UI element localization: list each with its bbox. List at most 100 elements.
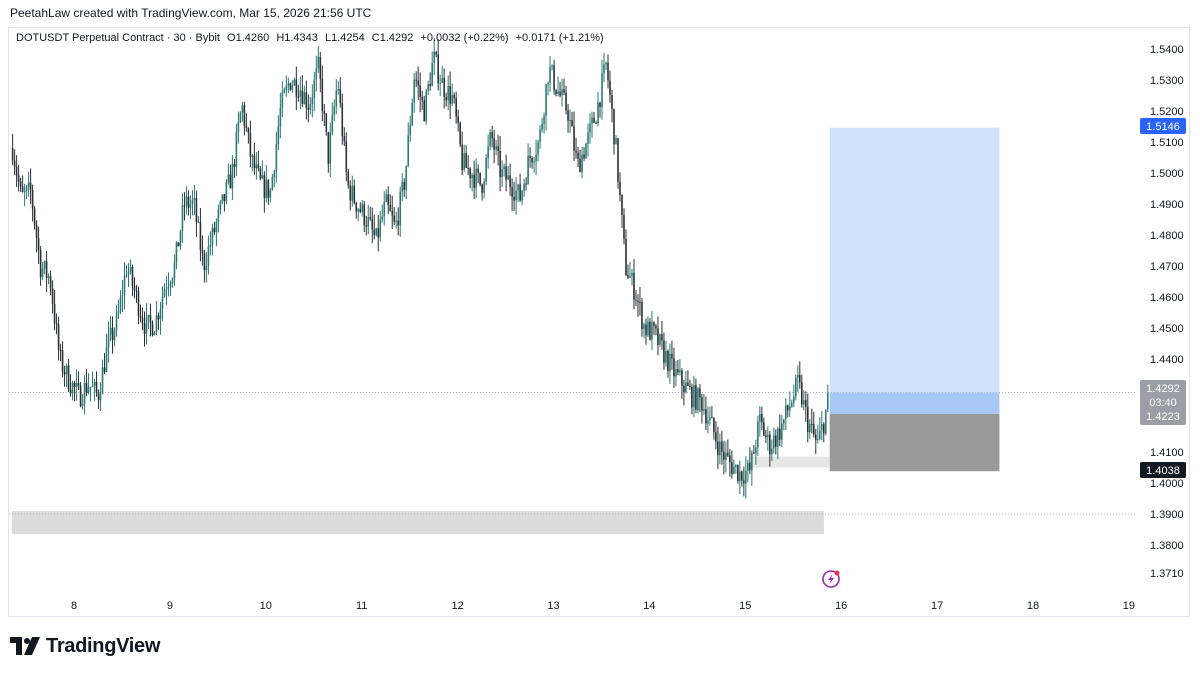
candle-body bbox=[559, 91, 561, 96]
candle-body bbox=[651, 322, 653, 340]
candle-body bbox=[267, 179, 270, 198]
candle-body bbox=[699, 388, 701, 398]
candle-body bbox=[173, 262, 176, 279]
candle-body bbox=[605, 62, 607, 65]
candle-body bbox=[365, 225, 368, 227]
candle-body bbox=[808, 423, 811, 433]
candle-body bbox=[337, 89, 340, 91]
candle-body bbox=[341, 103, 344, 137]
chart-frame bbox=[8, 27, 1190, 617]
candle-body bbox=[369, 217, 372, 219]
candle-body bbox=[249, 132, 252, 157]
candle-body bbox=[745, 470, 747, 484]
price-axis-label: 1.5200 bbox=[1150, 106, 1184, 118]
candle-body bbox=[187, 196, 190, 208]
candle-body bbox=[461, 144, 463, 170]
candle-body bbox=[185, 196, 188, 206]
candle-body bbox=[281, 92, 284, 108]
candle-body bbox=[601, 73, 603, 107]
candle-body bbox=[679, 370, 681, 373]
candle-body bbox=[607, 62, 609, 81]
price-axis[interactable]: 1.5400 1.5300 1.5200 1.5100 1.5000 1.4900 1.48… bbox=[1150, 44, 1184, 580]
candle-body bbox=[235, 132, 238, 167]
candle-body bbox=[269, 189, 272, 198]
candle-body bbox=[349, 185, 352, 201]
candle-body bbox=[523, 183, 525, 191]
demand-zone[interactable] bbox=[11, 510, 824, 535]
target-zone[interactable] bbox=[829, 127, 1000, 393]
candle-body bbox=[557, 91, 559, 95]
candle-body bbox=[387, 194, 390, 205]
candle-body bbox=[103, 367, 106, 372]
candle-body bbox=[763, 422, 765, 436]
candle-body bbox=[35, 224, 38, 239]
candle-body bbox=[273, 171, 276, 178]
candle-body bbox=[653, 322, 655, 326]
entry-zone[interactable] bbox=[829, 392, 1000, 414]
candle-body bbox=[313, 79, 316, 98]
candle-body bbox=[287, 83, 290, 86]
price-axis-label: 1.3710 bbox=[1150, 568, 1184, 580]
candle-body bbox=[781, 423, 783, 440]
candle-body bbox=[205, 266, 208, 271]
candle-body bbox=[757, 421, 759, 448]
candle-body bbox=[275, 144, 278, 172]
candle-body bbox=[483, 181, 485, 193]
candle-body bbox=[123, 275, 126, 296]
candle-body bbox=[87, 387, 90, 393]
candle-body bbox=[321, 78, 324, 112]
candle-body bbox=[465, 153, 467, 168]
candle-body bbox=[375, 228, 378, 236]
candle-body bbox=[243, 105, 246, 126]
candle-body bbox=[367, 217, 370, 227]
candle-body bbox=[435, 51, 437, 55]
candle-body bbox=[413, 79, 416, 103]
price-axis-label: 1.3900 bbox=[1150, 509, 1184, 521]
candle-body bbox=[543, 115, 545, 124]
candle-body bbox=[345, 141, 348, 172]
candle-body bbox=[181, 205, 184, 231]
time-axis[interactable]: 8 9 10 11 12 13 14 15 16 17 18 19 bbox=[71, 600, 1135, 612]
candle-body bbox=[229, 174, 232, 189]
candle-body bbox=[703, 409, 705, 411]
candle-body bbox=[319, 56, 322, 79]
candle-body bbox=[820, 424, 823, 430]
candle-body bbox=[13, 160, 16, 167]
candle-body bbox=[665, 350, 667, 363]
candle-body bbox=[595, 122, 597, 124]
candle-body bbox=[33, 208, 36, 225]
candle-body bbox=[23, 191, 26, 193]
time-axis-label: 12 bbox=[451, 600, 463, 612]
candle-body bbox=[329, 132, 332, 164]
support-zone[interactable] bbox=[752, 456, 830, 468]
candle-body bbox=[447, 85, 449, 101]
candle-body bbox=[497, 146, 499, 152]
candle-body bbox=[277, 126, 280, 145]
candle-body bbox=[27, 182, 30, 187]
candle-body bbox=[609, 80, 611, 95]
candle-body bbox=[816, 439, 819, 441]
candle-body bbox=[303, 92, 306, 105]
candle-body bbox=[583, 154, 585, 159]
candle-body bbox=[571, 120, 573, 127]
candle-body bbox=[197, 221, 200, 223]
candle-body bbox=[457, 116, 459, 123]
candle-body bbox=[151, 322, 154, 336]
candle-body bbox=[245, 125, 248, 129]
candle-body bbox=[395, 220, 398, 222]
candle-body bbox=[755, 447, 757, 454]
price-axis-label: 1.4900 bbox=[1150, 199, 1184, 211]
candle-body bbox=[179, 230, 182, 247]
price-axis-label: 1.4700 bbox=[1150, 261, 1184, 273]
flash-icon[interactable] bbox=[822, 570, 840, 588]
tradingview-logo[interactable]: TradingView bbox=[10, 632, 160, 660]
candle-body bbox=[485, 158, 487, 182]
candle-body bbox=[721, 441, 723, 452]
time-axis-label: 8 bbox=[71, 600, 77, 612]
candle-body bbox=[239, 112, 242, 123]
candle-body bbox=[61, 350, 64, 372]
candle-body bbox=[63, 371, 66, 375]
stop-zone[interactable] bbox=[829, 413, 1000, 472]
candle-body bbox=[441, 78, 443, 83]
